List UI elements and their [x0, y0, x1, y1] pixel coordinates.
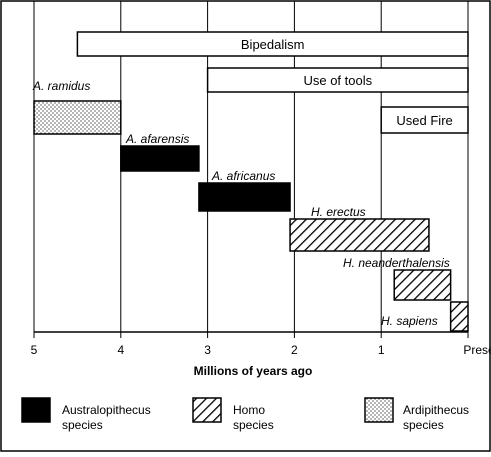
x-axis-title: Millions of years ago	[194, 364, 313, 378]
x-tick-label: 4	[117, 343, 124, 357]
trait-label-used-fire: Used Fire	[396, 113, 452, 128]
species-label-a-africanus: A. africanus	[211, 169, 275, 183]
species-bar-h-sapiens	[449, 301, 469, 332]
legend-label-ardipithecus-line2: species	[403, 418, 444, 432]
species-bar-a-africanus	[198, 182, 291, 212]
legend-swatch-australopithecus	[21, 397, 51, 423]
species-label-h-sapiens: H. sapiens	[381, 314, 438, 328]
trait-bar-used-fire	[380, 106, 469, 134]
legend-label-homo-line2: species	[233, 418, 274, 432]
trait-bar-bipedalism	[76, 31, 469, 57]
species-bar-h-erectus	[289, 218, 430, 252]
legend-label-ardipithecus: Ardipithecus	[403, 403, 469, 417]
x-tick-label: 2	[291, 343, 298, 357]
legend-label-homo: Homo	[233, 403, 265, 417]
species-label-h-neanderthalensis: H. neanderthalensis	[343, 256, 450, 270]
legend-label-australopithecus: Australopithecus	[62, 403, 151, 417]
species-bar-a-afarensis	[120, 145, 200, 172]
x-tick-label: 3	[204, 343, 211, 357]
legend-label-australopithecus-line2: species	[62, 418, 103, 432]
species-label-a-ramidus: A. ramidus	[32, 79, 90, 93]
x-tick-label: 5	[31, 343, 38, 357]
legend-swatch-ardipithecus	[364, 397, 394, 423]
species-bar-a-ramidus	[33, 100, 122, 135]
trait-label-use-of-tools: Use of tools	[303, 73, 372, 88]
x-tick-label: Present	[463, 343, 491, 357]
trait-bar-use-of-tools	[206, 67, 469, 93]
species-bar-h-neanderthalensis	[393, 269, 452, 301]
species-label-a-afarensis: A. afarensis	[125, 132, 189, 146]
species-label-h-erectus: H. erectus	[311, 205, 366, 219]
trait-label-bipedalism: Bipedalism	[241, 37, 305, 52]
x-tick-label: 1	[378, 343, 385, 357]
legend-swatch-homo	[192, 397, 222, 423]
